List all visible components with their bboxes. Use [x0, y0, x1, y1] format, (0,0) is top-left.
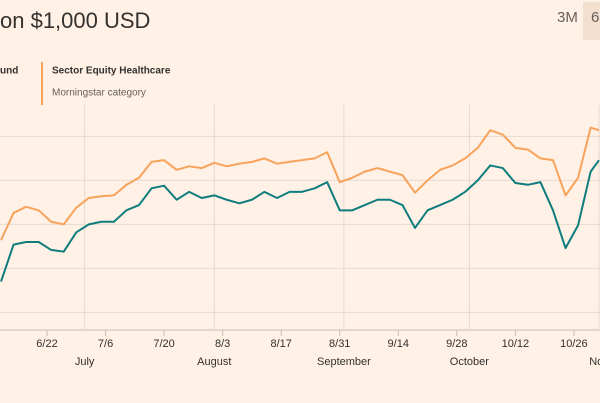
x-month-label: Nov — [589, 356, 600, 368]
line-series — [0, 126, 600, 241]
x-tick-label: 6/22 — [36, 338, 57, 350]
x-month-label: July — [75, 356, 95, 368]
legend-label: und — [0, 66, 18, 77]
x-tick-label: 7/6 — [98, 338, 113, 350]
line-series — [0, 159, 600, 282]
x-month-label: August — [197, 356, 231, 368]
x-tick-label: 8/17 — [270, 338, 291, 350]
x-tick-label: 9/14 — [388, 338, 409, 350]
range-button[interactable]: 3M — [557, 9, 578, 26]
range-button-bg — [583, 2, 600, 40]
x-tick-label: 8/3 — [215, 338, 230, 350]
legend-sublabel: Morningstar category — [52, 88, 146, 99]
x-tick-label: 7/20 — [153, 338, 174, 350]
legend-label: Sector Equity Healthcare — [52, 66, 171, 77]
chart-title: on $1,000 USD — [0, 8, 150, 33]
x-month-label: October — [450, 356, 489, 368]
x-tick-label: 10/26 — [560, 338, 588, 350]
x-tick-label: 9/28 — [446, 338, 467, 350]
x-tick-label: 10/12 — [502, 338, 530, 350]
x-tick-label: 8/31 — [329, 338, 350, 350]
x-month-label: September — [317, 356, 371, 368]
range-button[interactable]: 6 — [591, 9, 599, 26]
